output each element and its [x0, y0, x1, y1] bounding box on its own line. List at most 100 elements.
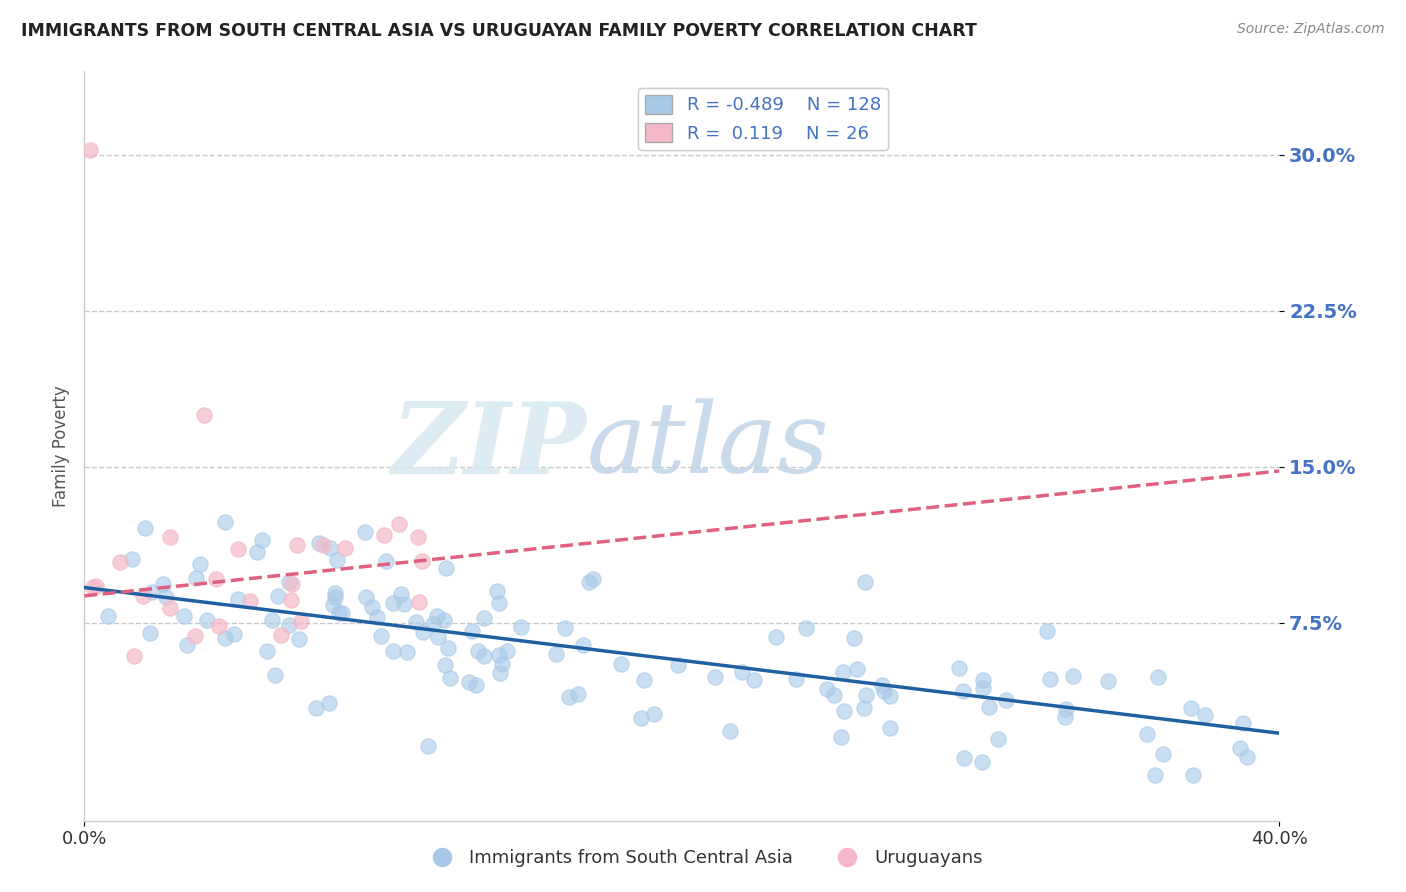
Point [406, 530, 429, 544]
Point [366, 609, 388, 624]
Point [318, 696, 340, 710]
Point [256, 644, 278, 658]
Point [870, 677, 893, 691]
Point [305, 701, 328, 715]
Point [491, 657, 513, 671]
Point [855, 688, 877, 702]
Legend: Immigrants from South Central Asia, Uruguayans: Immigrants from South Central Asia, Urug… [416, 842, 990, 874]
Point [467, 644, 489, 658]
Point [1097, 673, 1119, 688]
Point [1180, 700, 1202, 714]
Point [834, 704, 856, 718]
Point [948, 660, 970, 674]
Point [361, 600, 384, 615]
Point [288, 632, 311, 646]
Point [246, 545, 269, 559]
Y-axis label: Family Poverty: Family Poverty [52, 385, 70, 507]
Point [765, 631, 787, 645]
Point [995, 693, 1018, 707]
Point [1182, 768, 1205, 782]
Point [1036, 624, 1059, 639]
Point [159, 530, 181, 544]
Point [873, 683, 896, 698]
Point [226, 591, 249, 606]
Point [610, 657, 633, 671]
Point [439, 671, 461, 685]
Point [643, 706, 665, 721]
Point [544, 647, 567, 661]
Point [458, 675, 481, 690]
Point [239, 594, 262, 608]
Point [434, 560, 457, 574]
Point [972, 673, 994, 687]
Point [1136, 727, 1159, 741]
Point [433, 613, 456, 627]
Point [333, 541, 356, 556]
Point [263, 668, 285, 682]
Point [879, 689, 901, 703]
Point [405, 615, 427, 629]
Point [319, 541, 342, 555]
Point [461, 624, 484, 639]
Point [375, 554, 398, 568]
Point [1147, 670, 1170, 684]
Point [844, 631, 866, 645]
Point [173, 608, 195, 623]
Point [132, 589, 155, 603]
Point [496, 644, 519, 658]
Point [382, 644, 405, 658]
Point [134, 520, 156, 534]
Point [330, 607, 353, 621]
Point [567, 687, 589, 701]
Point [214, 632, 236, 646]
Point [572, 638, 595, 652]
Point [82, 580, 104, 594]
Point [290, 614, 312, 628]
Point [408, 595, 430, 609]
Point [1062, 669, 1084, 683]
Point [281, 577, 304, 591]
Point [1054, 701, 1077, 715]
Point [207, 619, 229, 633]
Point [1232, 716, 1254, 731]
Point [794, 621, 817, 635]
Point [139, 626, 162, 640]
Point [846, 662, 869, 676]
Point [510, 620, 533, 634]
Point [222, 626, 245, 640]
Point [1152, 747, 1174, 761]
Point [193, 408, 215, 422]
Point [323, 590, 346, 604]
Point [422, 616, 444, 631]
Point [879, 721, 901, 735]
Point [155, 590, 177, 604]
Point [389, 587, 412, 601]
Point [426, 608, 449, 623]
Point [853, 574, 876, 589]
Point [987, 731, 1010, 746]
Text: atlas: atlas [586, 399, 830, 493]
Point [270, 628, 292, 642]
Point [1194, 708, 1216, 723]
Point [472, 611, 495, 625]
Point [1039, 672, 1062, 686]
Point [731, 665, 754, 679]
Point [437, 641, 460, 656]
Point [554, 621, 576, 635]
Point [388, 516, 411, 531]
Point [704, 670, 727, 684]
Point [1143, 768, 1166, 782]
Point [411, 553, 433, 567]
Point [558, 690, 581, 704]
Point [392, 597, 415, 611]
Point [416, 739, 439, 754]
Point [184, 629, 207, 643]
Point [152, 577, 174, 591]
Point [277, 574, 299, 589]
Point [972, 755, 994, 769]
Point [287, 538, 309, 552]
Point [226, 542, 249, 557]
Point [582, 572, 605, 586]
Point [433, 658, 456, 673]
Text: ZIP: ZIP [391, 398, 586, 494]
